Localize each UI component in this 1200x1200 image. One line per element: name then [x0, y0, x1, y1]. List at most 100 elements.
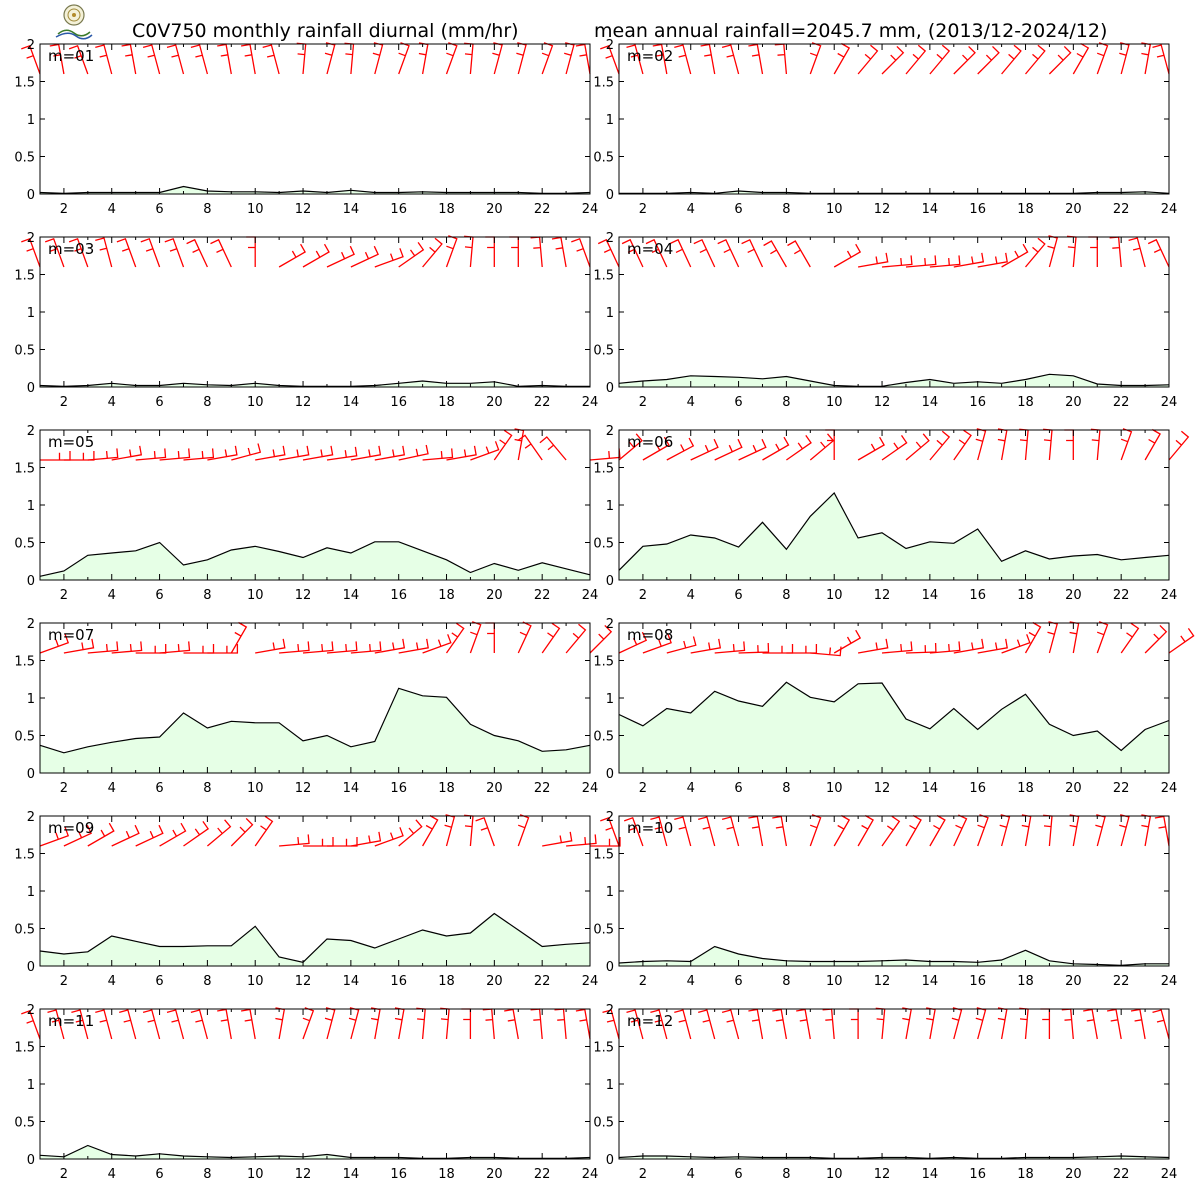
wind-barb [977, 45, 1000, 75]
x-tick-label: 2 [60, 1167, 68, 1182]
wind-barb [1083, 1008, 1098, 1040]
wind-barb [116, 237, 137, 268]
wind-barb [772, 815, 788, 847]
wind-barb [475, 816, 495, 847]
rain-line [39, 1144, 591, 1159]
panel-8: 00.511.522 4 6 8 10 12 14 16 18 20 22 24m=08 [593, 617, 1195, 796]
wind-barb [324, 42, 336, 75]
wind-barb [348, 1007, 360, 1040]
wind-barb [326, 446, 358, 461]
wind-barb [786, 435, 812, 461]
wind-barb [822, 1008, 835, 1040]
wind-barb [87, 822, 115, 847]
wind-barb [517, 814, 530, 847]
wind-barb [1120, 428, 1133, 461]
x-tick-label: 12 [295, 588, 312, 603]
x-tick-label: 24 [582, 781, 599, 796]
x-tick-label: 12 [874, 781, 891, 796]
y-tick-label: 0.5 [593, 923, 614, 938]
wind-barb [721, 44, 740, 75]
y-tick-label: 0 [27, 188, 35, 203]
panel-3: 00.511.522 4 6 8 10 12 14 16 18 20 22 24m=03 [14, 231, 598, 410]
wind-barb [763, 240, 787, 268]
x-tick-label: 4 [687, 974, 695, 989]
x-tick-label: 8 [782, 781, 790, 796]
wind-barb [255, 445, 286, 461]
wind-barb [485, 622, 495, 653]
wind-barb [551, 236, 567, 268]
wind-barb [1064, 429, 1074, 460]
rain-area [619, 493, 1169, 580]
wind-barb [1048, 45, 1072, 75]
wind-barb [95, 237, 113, 268]
x-tick-label: 18 [438, 395, 455, 410]
x-tick-label: 6 [734, 588, 742, 603]
wind-barb [135, 448, 167, 461]
wind-barb [690, 438, 719, 461]
x-tick-label: 2 [60, 588, 68, 603]
wind-barb [1095, 814, 1106, 847]
x-tick-label: 24 [1161, 202, 1178, 217]
x-tick-label: 6 [734, 974, 742, 989]
x-tick-label: 8 [782, 588, 790, 603]
y-tick-label: 0 [27, 767, 35, 782]
y-tick-label: 0.5 [593, 344, 614, 359]
wind-barb [344, 42, 355, 75]
y-tick-label: 2 [27, 810, 35, 825]
wind-barb [554, 1008, 567, 1040]
wind-barb [642, 436, 670, 461]
wind-barb [741, 238, 764, 268]
wind-barb [398, 638, 429, 654]
wind-barb [1109, 236, 1122, 268]
wind-barb [1144, 624, 1168, 654]
x-tick-label: 16 [390, 588, 407, 603]
x-tick-label: 24 [1161, 781, 1178, 796]
x-tick-label: 18 [1017, 588, 1034, 603]
wind-barb [1147, 238, 1170, 268]
wind-barb [953, 45, 976, 75]
x-tick-label: 4 [687, 781, 695, 796]
panel-label: m=12 [627, 1012, 673, 1030]
x-tick-label: 20 [1065, 1167, 1082, 1182]
plot-frame [618, 43, 1170, 195]
x-tick-label: 20 [486, 395, 503, 410]
wind-barb [159, 641, 191, 654]
y-tick-label: 0 [27, 381, 35, 396]
wind-barb [422, 448, 454, 461]
wind-barb [786, 644, 818, 654]
wind-barb [275, 1007, 286, 1040]
x-tick-label: 10 [247, 1167, 264, 1182]
wind-barb [626, 44, 644, 75]
x-tick-label: 14 [343, 202, 360, 217]
panel-label: m=05 [48, 433, 94, 451]
x-tick-label: 20 [486, 588, 503, 603]
x-tick-label: 12 [295, 1167, 312, 1182]
wind-barb [666, 437, 695, 461]
x-tick-label: 2 [639, 588, 647, 603]
wind-barb [1152, 44, 1170, 75]
x-tick-label: 12 [295, 395, 312, 410]
y-tick-label: 1 [27, 306, 35, 321]
y-tick-label: 1.5 [14, 655, 35, 670]
wind-barb [564, 42, 575, 75]
wind-barb [207, 445, 238, 461]
panel-label: m=01 [48, 47, 94, 65]
x-tick-label: 12 [295, 781, 312, 796]
x-tick-label: 20 [1065, 395, 1082, 410]
wind-barb [183, 644, 215, 654]
wind-barb [422, 634, 452, 654]
x-tick-label: 22 [1113, 1167, 1130, 1182]
y-tick-label: 1.5 [14, 269, 35, 284]
y-tick-label: 1.5 [593, 655, 614, 670]
wind-barb [21, 237, 41, 268]
wind-barb [63, 638, 95, 654]
wind-barb [787, 240, 811, 268]
y-tick-label: 0.5 [593, 151, 614, 166]
wind-barb [111, 445, 143, 461]
wind-barb [210, 238, 232, 268]
wind-barb [566, 834, 597, 847]
wind-barb [905, 642, 937, 654]
wind-barb [1043, 428, 1053, 461]
y-tick-label: 0.5 [593, 730, 614, 745]
wind-barb [1021, 814, 1032, 847]
